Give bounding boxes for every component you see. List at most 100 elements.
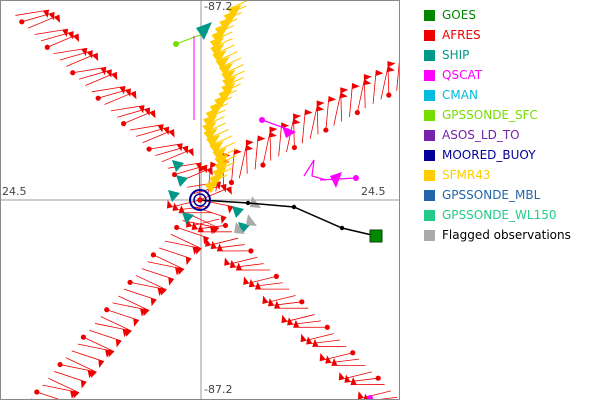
- afres-barb-staff: [191, 225, 226, 230]
- plot-area[interactable]: 24.5 24.5 -87.2 -87.2: [0, 0, 400, 400]
- afres-barb-staff: [65, 357, 97, 373]
- afres-barb-staff: [85, 71, 117, 86]
- afres-barb-flag: [225, 186, 232, 195]
- flagged-observation: [234, 222, 245, 234]
- legend-item: CMAN: [424, 86, 600, 106]
- legend-item: GOES: [424, 6, 600, 26]
- afres-barb-flag: [210, 161, 219, 168]
- afres-barb-flag: [339, 92, 348, 99]
- afres-point: [299, 299, 305, 305]
- afres-barb-flag: [62, 29, 69, 38]
- afres-point: [323, 127, 329, 133]
- afres-barb-staff: [118, 295, 150, 311]
- storm-track-point: [245, 200, 251, 206]
- legend-label: MOORED_BUOY: [442, 148, 536, 162]
- afres-barb-staff: [83, 336, 115, 352]
- qscat-barb: [303, 159, 327, 181]
- afres-barb-staff: [287, 320, 321, 326]
- afres-barb-staff: [357, 390, 392, 400]
- gpssonde-sfc-point: [173, 41, 179, 47]
- afres-barb-staff: [231, 148, 235, 183]
- afres-barb-flag: [245, 144, 254, 151]
- legend-swatch: [424, 10, 435, 21]
- afres-point: [150, 252, 156, 258]
- legend-label: GOES: [442, 8, 476, 22]
- sfmr43-flag: [212, 147, 227, 161]
- center-point: [197, 197, 203, 203]
- legend-item: QSCAT: [424, 66, 600, 86]
- afres-barb-staff: [53, 47, 88, 55]
- sfmr43-flag: [227, 4, 242, 18]
- afres-point: [375, 375, 381, 381]
- storm-track-point: [339, 225, 345, 231]
- afres-barb-flag: [312, 338, 319, 347]
- afres-barb-flag: [292, 118, 301, 125]
- legend-swatch: [424, 110, 435, 121]
- afres-barb-staff: [110, 105, 145, 112]
- legend-item: GPSSONDE_WL150: [424, 206, 600, 226]
- afres-point: [171, 171, 178, 178]
- afres-barb-flag: [306, 336, 313, 345]
- afres-barb-flag: [387, 61, 396, 68]
- afres-barb-staff: [28, 14, 60, 29]
- ship-flag: [168, 190, 180, 202]
- afres-barb-staff: [36, 391, 63, 400]
- storm-track-point: [291, 204, 297, 210]
- afres-barb-flag: [168, 129, 175, 138]
- legend-label: SFMR43: [442, 168, 491, 182]
- goes-marker: [369, 229, 383, 243]
- afres-barb-flag: [174, 267, 181, 276]
- afres-point: [95, 95, 101, 101]
- afres-barb-staff: [293, 113, 295, 148]
- ship-flag: [182, 212, 194, 224]
- sfmr43-flag: [209, 141, 224, 154]
- afres-point: [57, 361, 63, 368]
- afres-point: [222, 222, 229, 229]
- afres-point: [386, 92, 392, 98]
- afres-barb-staff: [229, 263, 264, 269]
- afres-barb-flag: [149, 110, 156, 119]
- legend-swatch: [424, 30, 435, 41]
- legend-swatch: [424, 70, 435, 81]
- afres-barb-flag: [293, 319, 300, 328]
- afres-barb-flag: [319, 352, 326, 361]
- legend-item: MOORED_BUOY: [424, 146, 600, 166]
- afres-barb-flag: [163, 126, 170, 135]
- sfmr43-flag: [214, 154, 229, 167]
- ship-flag: [196, 22, 212, 40]
- sfmr43-flag: [212, 50, 227, 63]
- sfmr43-flag: [202, 121, 217, 135]
- afres-barb-flag: [344, 374, 351, 383]
- afres-point: [70, 70, 76, 76]
- sfmr43-flight-leg: [202, 0, 250, 193]
- sfmr43-flag: [215, 56, 230, 70]
- afres-barb-flag: [130, 91, 137, 100]
- legend-item: ASOS_LD_TO: [424, 126, 600, 146]
- afres-barb-flag: [140, 308, 146, 317]
- afres-barb-flag: [144, 107, 150, 116]
- afres-barb-flag: [338, 371, 345, 380]
- afres-point: [273, 273, 279, 279]
- legend-swatch: [424, 50, 435, 61]
- afres-barb-flag: [328, 96, 337, 103]
- legend-item: SFMR43: [424, 166, 600, 186]
- afres-barb-staff: [60, 364, 94, 372]
- afres-barb-flag: [257, 135, 266, 142]
- qscat-flag: [330, 172, 342, 188]
- legend-swatch: [424, 150, 435, 161]
- qscat-point: [367, 395, 373, 400]
- legend-item: Flagged observations: [424, 226, 600, 246]
- legend-swatch: [424, 210, 435, 221]
- sfmr43-staff: [227, 0, 250, 10]
- afres-point: [354, 109, 360, 116]
- sfmr43-flag: [212, 167, 227, 180]
- flagged-observation: [246, 214, 257, 226]
- afres-barb-flag: [48, 12, 55, 21]
- sfmr43-staff: [202, 116, 225, 127]
- legend-label: AFRES: [442, 28, 481, 42]
- afres-barb-staff: [136, 126, 170, 137]
- afres-barb-flag: [220, 184, 227, 193]
- afres-barb-staff: [106, 309, 140, 321]
- ship-flag: [172, 160, 184, 172]
- afres-barb-flag: [115, 339, 122, 348]
